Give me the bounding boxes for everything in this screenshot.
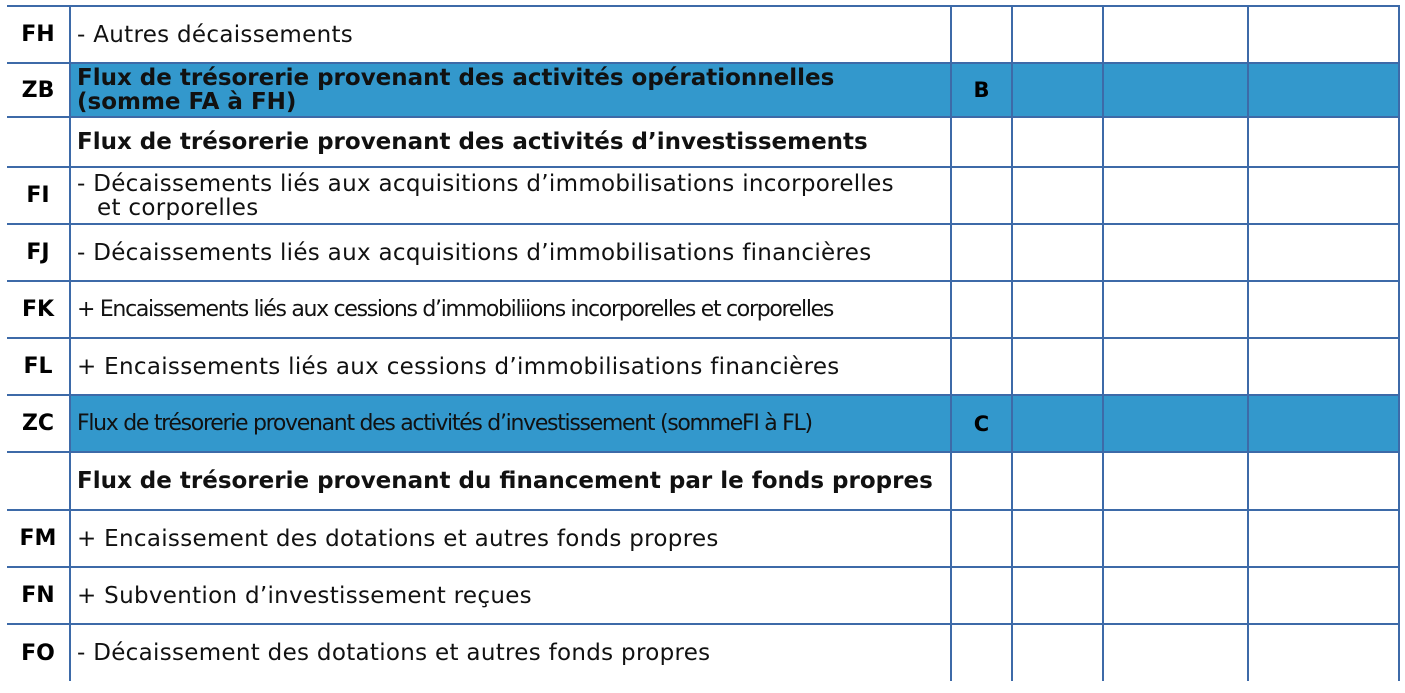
value-cell[interactable]	[1102, 337, 1249, 396]
row-ref	[950, 280, 1013, 339]
value-cell[interactable]	[1011, 623, 1104, 681]
row-ref	[950, 116, 1013, 168]
row-code: FO	[7, 623, 71, 681]
row-ref	[950, 5, 1013, 64]
table-row: FK + Encaissements liés aux cessions d’im…	[7, 280, 1400, 339]
table-row: Flux de trésorerie provenant du financem…	[7, 451, 1400, 511]
row-label: + Encaissements liés aux cessions d’immo…	[69, 280, 952, 339]
value-cell[interactable]	[1102, 62, 1249, 118]
value-cell[interactable]	[1011, 223, 1104, 282]
row-label-line: - Décaissement des dotations et autres f…	[77, 640, 711, 666]
row-code: FK	[7, 280, 71, 339]
value-cell[interactable]	[1011, 509, 1104, 568]
row-label: - Décaissement des dotations et autres f…	[69, 623, 952, 681]
value-cell[interactable]	[1011, 394, 1104, 453]
value-cell[interactable]	[1011, 5, 1104, 64]
value-cell[interactable]	[1102, 223, 1249, 282]
cash-flow-table: FH - Autres décaissements ZB Flux de trésor…	[7, 5, 1400, 681]
row-label-line: + Encaissements liés aux cessions d’immo…	[77, 296, 834, 322]
row-label-line: et corporelles	[97, 194, 259, 221]
row-label: - Décaissements liés aux acquisitions d’…	[69, 166, 952, 225]
value-cell[interactable]	[1247, 280, 1400, 339]
row-label: Flux de trésorerie provenant des activit…	[69, 62, 952, 118]
value-cell[interactable]	[1247, 166, 1400, 225]
row-label: + Encaissements liés aux cessions d’immo…	[69, 337, 952, 396]
table-row: FI - Décaissements liés aux acquisitions …	[7, 166, 1400, 225]
table-row: FJ - Décaissements liés aux acquisitions …	[7, 223, 1400, 282]
row-ref	[950, 223, 1013, 282]
row-label-line: - Décaissements liés aux acquisitions d’…	[77, 239, 872, 266]
value-cell[interactable]	[1102, 509, 1249, 568]
row-label-line: (somme FA à FH)	[77, 89, 297, 115]
row-ref	[950, 623, 1013, 681]
row-code: ZC	[7, 394, 71, 453]
table-row: FM + Encaissement des dotations et autres…	[7, 509, 1400, 568]
row-code: FH	[7, 5, 71, 64]
value-cell[interactable]	[1247, 62, 1400, 118]
table-row: ZB Flux de trésorerie provenant des activ…	[7, 62, 1400, 118]
value-cell[interactable]	[1102, 280, 1249, 339]
row-code: FM	[7, 509, 71, 568]
row-ref: B	[950, 62, 1013, 118]
row-code: FN	[7, 566, 71, 625]
value-cell[interactable]	[1247, 566, 1400, 625]
value-cell[interactable]	[1102, 5, 1249, 64]
row-label-line: + Subvention d’investissement reçues	[77, 582, 532, 609]
row-label-line: Flux de trésorerie provenant des activit…	[77, 410, 813, 436]
row-ref	[950, 337, 1013, 396]
row-label: - Décaissements liés aux acquisitions d’…	[69, 223, 952, 282]
row-code: FJ	[7, 223, 71, 282]
row-label-line: - Décaissements liés aux acquisitions d’…	[77, 170, 894, 197]
value-cell[interactable]	[1011, 62, 1104, 118]
row-label: Flux de trésorerie provenant des activit…	[69, 394, 952, 453]
row-label-line: + Encaissements liés aux cessions d’immo…	[77, 353, 840, 380]
row-ref	[950, 166, 1013, 225]
value-cell[interactable]	[1247, 5, 1400, 64]
row-label-line: Flux de trésorerie provenant des activit…	[77, 65, 835, 91]
value-cell[interactable]	[1011, 280, 1104, 339]
value-cell[interactable]	[1102, 116, 1249, 168]
value-cell[interactable]	[1102, 394, 1249, 453]
table-row: FL + Encaissements liés aux cessions d’im…	[7, 337, 1400, 396]
table-row: FH - Autres décaissements	[7, 5, 1400, 64]
table-row: Flux de trésorerie provenant des activit…	[7, 116, 1400, 168]
row-label: + Encaissement des dotations et autres f…	[69, 509, 952, 568]
table-row: FO - Décaissement des dotations et autres…	[7, 623, 1400, 681]
row-code: FI	[7, 166, 71, 225]
value-cell[interactable]	[1102, 623, 1249, 681]
row-ref: C	[950, 394, 1013, 453]
row-label-line: Flux de trésorerie provenant du financem…	[77, 468, 933, 494]
value-cell[interactable]	[1247, 337, 1400, 396]
row-ref	[950, 451, 1013, 511]
row-label: Flux de trésorerie provenant des activit…	[69, 116, 952, 168]
value-cell[interactable]	[1011, 116, 1104, 168]
value-cell[interactable]	[1011, 337, 1104, 396]
row-ref	[950, 509, 1013, 568]
table-row: FN + Subvention d’investissement reçues	[7, 566, 1400, 625]
value-cell[interactable]	[1247, 623, 1400, 681]
row-label: - Autres décaissements	[69, 5, 952, 64]
value-cell[interactable]	[1247, 116, 1400, 168]
row-code: FL	[7, 337, 71, 396]
row-label-line: + Encaissement des dotations et autres f…	[77, 525, 719, 552]
row-code: ZB	[7, 62, 71, 118]
value-cell[interactable]	[1011, 566, 1104, 625]
value-cell[interactable]	[1102, 451, 1249, 511]
table-row: ZC Flux de trésorerie provenant des activ…	[7, 394, 1400, 453]
value-cell[interactable]	[1102, 566, 1249, 625]
value-cell[interactable]	[1247, 223, 1400, 282]
value-cell[interactable]	[1102, 166, 1249, 225]
value-cell[interactable]	[1247, 509, 1400, 568]
row-label: Flux de trésorerie provenant du financem…	[69, 451, 952, 511]
row-ref	[950, 566, 1013, 625]
value-cell[interactable]	[1011, 166, 1104, 225]
row-code	[7, 451, 71, 511]
row-label-line: Flux de trésorerie provenant des activit…	[77, 129, 868, 155]
row-label: + Subvention d’investissement reçues	[69, 566, 952, 625]
value-cell[interactable]	[1247, 394, 1400, 453]
row-label-line: - Autres décaissements	[77, 21, 354, 48]
row-code	[7, 116, 71, 168]
value-cell[interactable]	[1011, 451, 1104, 511]
value-cell[interactable]	[1247, 451, 1400, 511]
